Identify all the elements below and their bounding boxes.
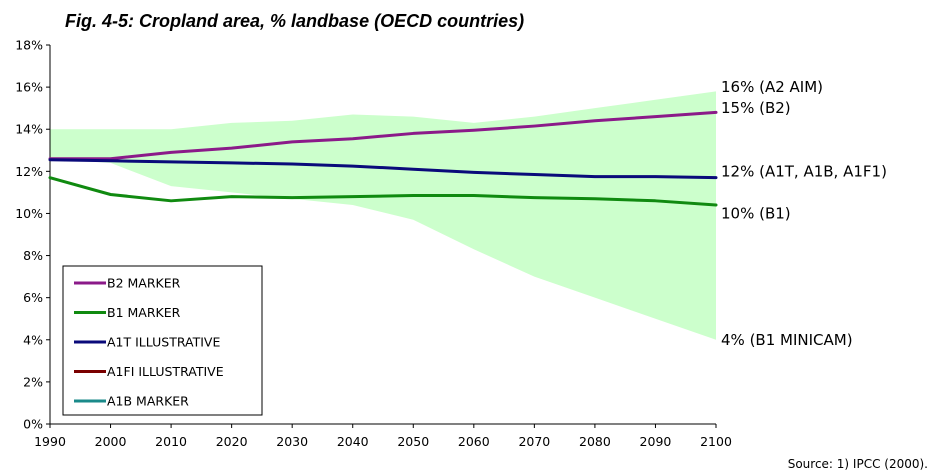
y-tick-label: 12% [15, 164, 43, 179]
legend-label: A1T ILLUSTRATIVE [107, 335, 220, 350]
chart-title: Fig. 4-5: Cropland area, % landbase (OEC… [65, 11, 524, 31]
range-band-layer [50, 91, 716, 340]
series-line-b1-marker [48, 176, 718, 207]
legend-label: B1 MARKER [107, 305, 181, 320]
x-tick-label: 2010 [155, 434, 187, 449]
y-tick-label: 18% [15, 38, 43, 53]
series-line-a1t-illustrative [48, 158, 718, 180]
end-label: 4% (B1 MINICAM) [721, 331, 853, 349]
x-tick-label: 2100 [700, 434, 732, 449]
axes [49, 45, 716, 425]
legend-label: A1B MARKER [107, 394, 189, 409]
x-tick-label: 2020 [216, 434, 248, 449]
y-tick-label: 14% [15, 122, 43, 137]
series-lines [48, 110, 718, 207]
end-label: 10% (B1) [721, 204, 791, 222]
scenario-range-band [50, 91, 716, 340]
y-tick-label: 2% [23, 374, 43, 389]
x-axis-ticks: 1990 2000 2010 2020 2030 2040 2050 2060 2070 2080… [34, 424, 732, 449]
x-tick-label: 2060 [458, 434, 490, 449]
end-labels: 16% (A2 AIM) 15% (B2) 12% (A1T, A1B, A1F1)… [721, 78, 887, 349]
legend-label: A1FI ILLUSTRATIVE [107, 364, 224, 379]
x-tick-label: 2050 [397, 434, 429, 449]
end-label: 12% (A1T, A1B, A1F1) [721, 162, 887, 180]
y-tick-label: 0% [23, 417, 43, 432]
legend: B2 MARKER B1 MARKER A1T ILLUSTRATIVE A1FI I… [62, 265, 263, 416]
source-note: Source: 1) IPCC (2000). [788, 457, 928, 471]
x-tick-label: 2040 [337, 434, 369, 449]
x-tick-label: 1990 [34, 434, 66, 449]
x-tick-label: 2070 [518, 434, 550, 449]
y-tick-label: 10% [15, 206, 43, 221]
x-tick-label: 2000 [95, 434, 127, 449]
x-tick-label: 2080 [579, 434, 611, 449]
x-tick-label: 2030 [276, 434, 308, 449]
y-tick-label: 6% [23, 290, 43, 305]
legend-label: B2 MARKER [107, 276, 181, 291]
x-tick-label: 2090 [640, 434, 672, 449]
y-tick-label: 4% [23, 332, 43, 347]
end-label: 16% (A2 AIM) [721, 78, 823, 96]
end-label: 15% (B2) [721, 99, 791, 117]
y-axis-ticks: 0% 2% 4% 6% 8% 10% 12% 14% 16% 18% [15, 38, 50, 432]
series-line-b2-marker [48, 110, 718, 161]
y-tick-label: 8% [23, 248, 43, 263]
y-tick-label: 16% [15, 80, 43, 95]
